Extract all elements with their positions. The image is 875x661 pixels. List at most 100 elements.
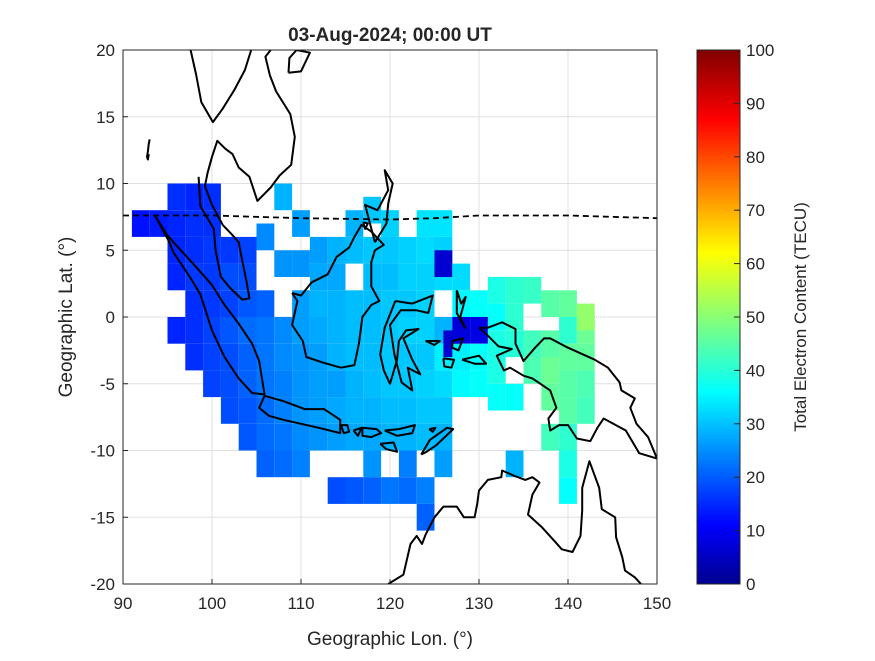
tec-cell <box>185 210 204 237</box>
coastline <box>379 294 434 392</box>
tec-cell <box>523 276 542 304</box>
tec-cell <box>470 370 488 398</box>
tec-cell <box>309 290 328 317</box>
tec-cell <box>363 450 382 478</box>
tec-cell <box>309 423 328 451</box>
tec-cell <box>398 477 417 504</box>
x-axis-label: Geographic Lon. (°) <box>307 629 473 650</box>
tec-cell <box>398 236 417 264</box>
tec-cell <box>398 370 417 398</box>
tec-cell <box>576 303 595 331</box>
tec-cell <box>274 343 293 371</box>
tec-cell <box>363 343 382 371</box>
tec-cell <box>185 236 204 264</box>
tec-cell <box>345 423 364 451</box>
x-tick-label: 110 <box>287 594 314 613</box>
coastline <box>384 424 416 437</box>
colorbar-tick-label: 90 <box>746 94 765 113</box>
tec-cell <box>416 477 435 504</box>
tec-cell <box>470 317 488 344</box>
coastline <box>340 424 351 435</box>
coastline <box>258 394 342 435</box>
colorbar-tick-label: 0 <box>746 575 755 594</box>
tec-cell <box>452 317 471 344</box>
y-tick-label: -10 <box>90 442 115 461</box>
tec-cell <box>363 236 382 264</box>
tec-cell <box>363 397 382 424</box>
tec-cell <box>381 290 399 317</box>
colorbar-tick-label: 30 <box>746 415 765 434</box>
tec-cell <box>381 210 399 237</box>
tec-cell <box>256 290 275 317</box>
tec-cell <box>292 250 310 277</box>
coastline <box>451 337 464 352</box>
coastline <box>379 441 399 453</box>
colorbar-tick-label: 40 <box>746 361 765 380</box>
tec-cell <box>345 397 364 424</box>
tec-cell <box>185 343 204 371</box>
y-tick-label: -5 <box>100 375 115 394</box>
tec-cell <box>292 397 310 424</box>
x-tick-label: 120 <box>376 594 404 613</box>
tec-cell <box>203 343 221 371</box>
tec-cell <box>256 423 275 451</box>
tec-cell <box>487 383 506 411</box>
tec-cell <box>292 450 310 478</box>
tec-cell <box>185 290 204 317</box>
tec-cell <box>220 397 239 424</box>
coastline <box>197 50 296 301</box>
chart-title: 03-Aug-2024; 00:00 UT <box>288 25 492 46</box>
colorbar-tick-label: 50 <box>746 308 765 327</box>
tec-cell <box>345 290 364 317</box>
tec-cell <box>345 210 364 237</box>
tec-cell <box>434 450 453 478</box>
tec-cell <box>452 343 471 371</box>
tec-cell <box>576 343 595 371</box>
tec-cell <box>381 263 399 291</box>
coastline <box>387 460 642 584</box>
colorbar: 0 10 20 30 40 50 60 70 80 90 100 Total Electron Co… <box>696 41 810 594</box>
tec-cell <box>309 263 328 291</box>
tec-cell <box>416 210 435 237</box>
tec-cell <box>576 370 595 398</box>
coastline <box>362 221 369 230</box>
tec-cell <box>167 210 186 237</box>
colorbar-tick-label: 80 <box>746 148 765 167</box>
colorbar-gradient <box>696 49 741 585</box>
y-tick-label: 0 <box>106 308 115 327</box>
tec-cell <box>292 317 310 344</box>
tec-cell <box>327 236 346 264</box>
y-tick-label: -20 <box>90 575 115 594</box>
coastline <box>154 214 266 396</box>
tec-cell <box>559 450 577 478</box>
tec-cell <box>274 423 293 451</box>
tec-cell <box>274 317 293 344</box>
tec-cell <box>167 236 186 264</box>
tec-cell <box>363 477 382 504</box>
tec-cell <box>292 290 310 317</box>
tec-cell <box>381 397 399 424</box>
tec-cell <box>559 317 577 344</box>
tec-cell <box>220 343 239 371</box>
tec-cell <box>416 503 435 531</box>
tec-cell <box>398 343 417 371</box>
plot-area: 90 100 110 120 130 140 150 -20 -15 -10 -5 0 5 10 15 20 <box>90 41 671 613</box>
tec-cell <box>167 263 186 291</box>
tec-cell <box>345 477 364 504</box>
y-axis-ticks: -20 -15 -10 -5 0 5 10 15 20 <box>90 41 128 594</box>
coastlines <box>146 50 657 584</box>
coastline <box>425 340 441 346</box>
tec-cell <box>238 236 257 264</box>
colorbar-tick-label: 60 <box>746 255 765 274</box>
tec-cell <box>398 450 417 478</box>
tec-cell <box>398 263 417 291</box>
tec-cell <box>452 370 471 398</box>
tec-cell <box>292 423 310 451</box>
tec-cell <box>274 450 293 478</box>
coastline <box>189 50 253 124</box>
tec-cell <box>274 250 293 277</box>
tec-cell <box>238 263 257 291</box>
colorbar-tick-label: 70 <box>746 201 765 220</box>
